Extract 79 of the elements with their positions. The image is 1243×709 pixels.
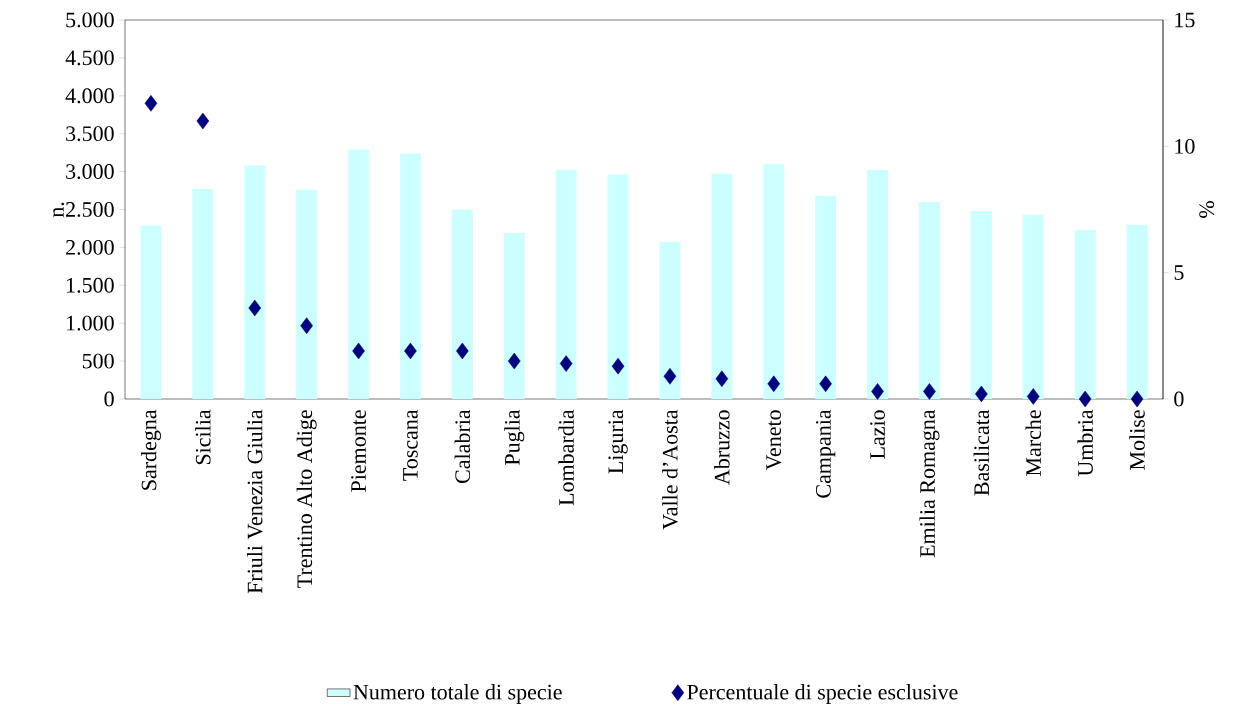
point xyxy=(1026,388,1040,405)
x-tick-label: Piemonte xyxy=(351,410,366,492)
x-tick-label: Basilicata xyxy=(973,409,990,496)
x-tick-label: Abruzzo xyxy=(714,410,730,485)
point xyxy=(871,383,884,400)
point xyxy=(611,357,625,375)
point xyxy=(715,370,729,388)
x-tick-label: Calabria xyxy=(454,409,471,484)
point xyxy=(456,342,469,360)
point xyxy=(507,352,521,370)
point xyxy=(404,342,417,360)
y-tick-label: 4.000 xyxy=(65,88,114,104)
bar xyxy=(192,189,214,399)
x-tick-label: Sicilia xyxy=(195,409,211,465)
bar xyxy=(555,170,577,399)
bar xyxy=(244,165,266,399)
x-tick-label: Sardegna xyxy=(140,409,161,490)
y-tick-label: 2.000 xyxy=(66,239,114,255)
y-tick-label: 4.500 xyxy=(65,50,114,66)
bar xyxy=(607,174,629,399)
point xyxy=(1130,390,1144,408)
bar xyxy=(399,153,421,399)
x-tick-label: Molise xyxy=(1129,410,1145,470)
y-tick-label: 5.000 xyxy=(66,12,114,28)
bar xyxy=(1022,214,1044,399)
point xyxy=(300,317,313,334)
point xyxy=(819,375,832,393)
bar xyxy=(918,201,940,399)
point xyxy=(923,383,936,400)
legend-label: Numero totale di specie xyxy=(353,684,562,705)
point xyxy=(559,355,573,372)
y-tick-label: 3.000 xyxy=(66,164,114,180)
y2-axis-title: % xyxy=(1199,201,1215,218)
point xyxy=(663,367,677,385)
bar xyxy=(1074,229,1096,399)
point xyxy=(975,385,988,403)
bar xyxy=(659,242,681,399)
x-tick-label: Marche xyxy=(1025,410,1041,476)
bar xyxy=(140,225,162,399)
x-tick-label: Umbria xyxy=(1077,409,1093,477)
x-tick-label: Lazio xyxy=(870,410,885,459)
x-tick-label: Trentino Alto Adige xyxy=(296,410,317,588)
point xyxy=(767,375,781,393)
y-axis-title: n. xyxy=(53,202,64,218)
legend-label: Percentuale di specie esclusive xyxy=(687,684,958,705)
y2-tick-label: 0 xyxy=(1174,391,1184,407)
x-tick-label: Valle d’Aosta xyxy=(662,409,678,530)
x-tick-label: Liguria xyxy=(608,409,628,474)
y-tick-label: 500 xyxy=(82,353,114,369)
y-tick-label: 2.500 xyxy=(66,202,114,217)
bar xyxy=(763,164,785,399)
point xyxy=(1078,390,1092,408)
x-tick-label: Friuli Venezia Giulia xyxy=(246,409,263,594)
bar xyxy=(815,195,837,399)
y2-tick-label: 5 xyxy=(1174,265,1184,280)
x-tick-label: Veneto xyxy=(766,410,782,471)
y-tick-label: 3.500 xyxy=(66,126,114,142)
bar xyxy=(711,173,733,399)
bar xyxy=(1126,224,1148,399)
x-tick-label: Campania xyxy=(816,409,836,498)
y-tick-label: 1.500 xyxy=(67,277,114,293)
x-tick-label: Lombardia xyxy=(558,409,574,506)
bar xyxy=(296,189,318,399)
point xyxy=(248,299,262,317)
bar xyxy=(867,170,889,399)
y-tick-label: 0 xyxy=(104,391,114,407)
x-tick-label: Toscana xyxy=(403,409,418,481)
point xyxy=(144,95,158,112)
bar xyxy=(970,211,992,399)
point xyxy=(352,342,365,360)
y-tick-label: 1.000 xyxy=(67,315,114,331)
bar xyxy=(348,149,370,399)
x-tick-label: Emilia Romagna xyxy=(919,409,940,558)
point xyxy=(196,112,210,130)
y2-tick-label: 10 xyxy=(1175,138,1195,154)
y2-tick-label: 15 xyxy=(1175,12,1195,28)
bar xyxy=(451,209,473,399)
x-tick-label: Puglia xyxy=(504,409,525,465)
bar xyxy=(503,232,525,399)
